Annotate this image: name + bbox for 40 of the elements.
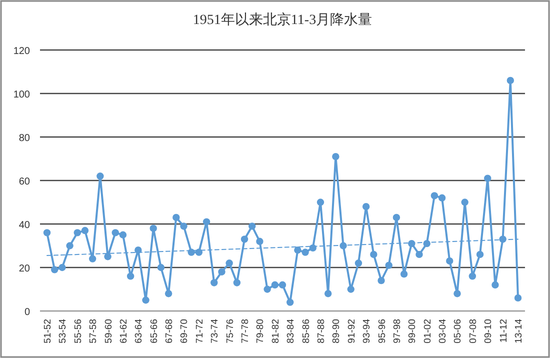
x-tick-label: 87-88 bbox=[316, 319, 327, 344]
x-tick-label: 79-80 bbox=[255, 319, 266, 344]
chart-title: 1951年以来北京11-3月降水量 bbox=[192, 12, 372, 28]
x-tick-label: 61-62 bbox=[118, 319, 130, 344]
x-tick-label: 91-92 bbox=[346, 319, 358, 344]
x-tick-label: 83-84 bbox=[286, 319, 297, 344]
x-tick-label: 57-58 bbox=[88, 319, 100, 344]
x-tick-label: 75-76 bbox=[224, 319, 236, 344]
x-tick-label: 71-72 bbox=[194, 319, 206, 344]
x-tick-label: 99-00 bbox=[407, 319, 418, 344]
x-tick-label: 59-60 bbox=[103, 319, 114, 344]
x-tick-label: 97-98 bbox=[392, 319, 403, 344]
x-tick-label: 51-52 bbox=[42, 319, 54, 344]
y-tick-label: 120 bbox=[13, 46, 30, 57]
x-tick-label: 63-64 bbox=[134, 319, 145, 344]
y-tick-label: 40 bbox=[18, 220, 30, 231]
x-tick-label: 93-94 bbox=[362, 319, 373, 344]
x-tick-label: 89-90 bbox=[331, 319, 342, 344]
x-tick-label: 95-96 bbox=[376, 319, 388, 344]
x-tick-label: 01-02 bbox=[422, 319, 434, 344]
x-tick-label: 73-74 bbox=[210, 319, 221, 344]
x-tick-label: 05-06 bbox=[452, 319, 464, 344]
y-tick-label: 60 bbox=[18, 176, 30, 188]
x-tick-label: 67-68 bbox=[164, 319, 176, 344]
y-tick-label: 100 bbox=[13, 90, 30, 100]
y-tick-label: 0 bbox=[24, 307, 30, 318]
x-tick-label: 09-10 bbox=[483, 319, 494, 344]
x-tick-label: 53-54 bbox=[58, 319, 69, 344]
x-tick-label: 77-78 bbox=[240, 319, 252, 344]
x-tick-label: 65-66 bbox=[148, 319, 160, 344]
x-tick-label: 69-70 bbox=[179, 319, 190, 344]
x-tick-label: 03-04 bbox=[438, 319, 449, 344]
y-tick-label: 20 bbox=[18, 264, 30, 274]
x-tick-label: 85-86 bbox=[300, 319, 312, 344]
x-tick-label: 81-82 bbox=[270, 319, 282, 344]
x-tick-label: 11-12 bbox=[498, 319, 510, 343]
x-tick-label: 07-08 bbox=[468, 319, 479, 344]
x-tick-label: 55-56 bbox=[72, 319, 84, 344]
x-tick-label: 13-14 bbox=[514, 319, 524, 344]
y-tick-label: 80 bbox=[18, 133, 30, 144]
